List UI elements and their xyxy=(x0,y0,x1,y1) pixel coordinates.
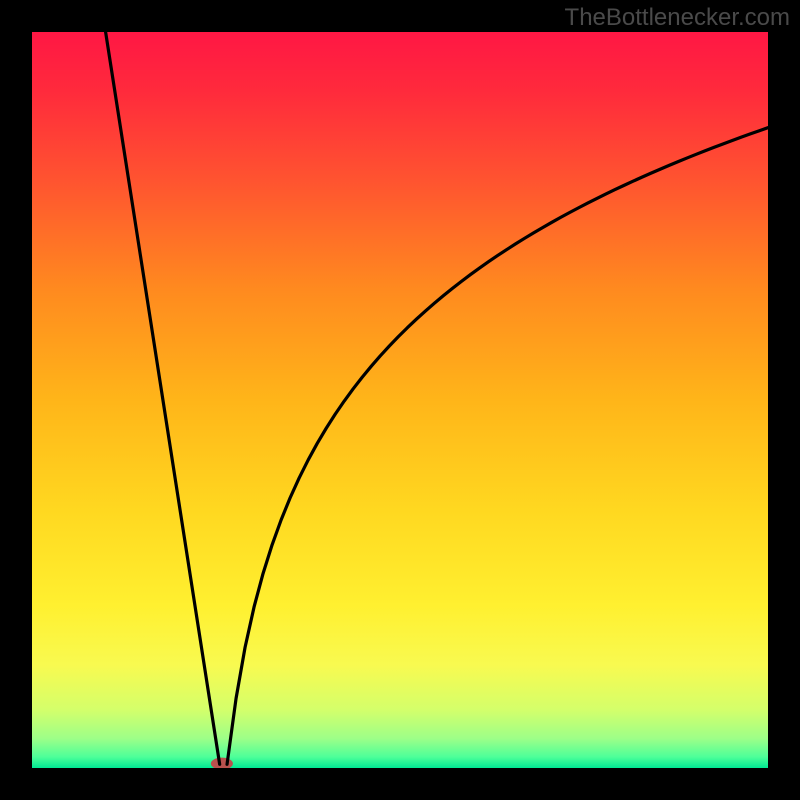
curve-layer xyxy=(32,32,768,768)
stage: TheBottlenecker.com xyxy=(0,0,800,800)
target-marker xyxy=(211,758,233,768)
plot-area xyxy=(32,32,768,768)
bottleneck-curve xyxy=(106,32,768,764)
watermark-text: TheBottlenecker.com xyxy=(565,4,790,32)
